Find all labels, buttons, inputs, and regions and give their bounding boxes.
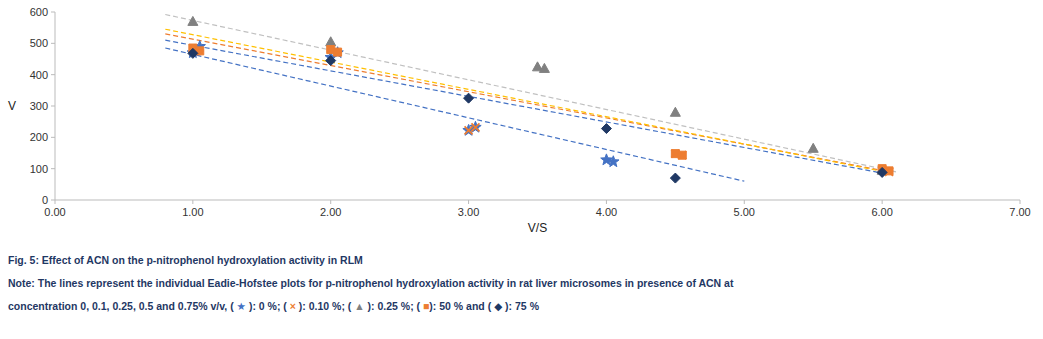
y-tick <box>51 74 55 75</box>
point <box>188 48 198 58</box>
trend-line <box>165 15 896 172</box>
y-tick-label: 0 <box>42 194 48 206</box>
x-tick-label: 6.00 <box>871 206 892 218</box>
x-tick <box>744 200 745 204</box>
x-tick <box>606 200 607 204</box>
point <box>678 151 686 159</box>
y-tick <box>51 137 55 138</box>
plot-area <box>165 15 896 184</box>
x-tick <box>1020 200 1021 204</box>
x-tick-label: 5.00 <box>734 206 755 218</box>
point <box>601 124 611 134</box>
note-part: ): 75 % <box>502 300 539 312</box>
note: Note: The lines represent the individual… <box>8 277 734 289</box>
x-axis-label: V/S <box>528 221 547 235</box>
point <box>464 93 474 103</box>
y-tick <box>51 12 55 13</box>
point <box>188 16 198 25</box>
trend-line <box>165 48 744 181</box>
y-tick <box>51 200 55 201</box>
y-tick <box>51 43 55 44</box>
point <box>808 143 818 152</box>
point <box>326 37 336 46</box>
y-tick-label: 600 <box>30 6 48 18</box>
note-part: concentration 0, 0.1, 0.25, 0.5 and 0.75… <box>8 300 237 312</box>
point <box>877 167 887 177</box>
x-tick-label: 1.00 <box>182 206 203 218</box>
y-axis-label: V <box>8 99 16 113</box>
x-tick <box>468 200 469 204</box>
note-part: ): 0.25 %; ( <box>365 300 423 312</box>
note-part: ▲ <box>354 300 364 312</box>
point <box>670 173 680 183</box>
trend-line <box>165 29 889 173</box>
point <box>678 151 686 159</box>
point <box>332 47 343 58</box>
note-part: ): 50 % and ( <box>429 300 494 312</box>
trend-line <box>165 40 889 174</box>
note-part: ): 0 %; ( <box>246 300 290 312</box>
y-tick <box>51 106 55 107</box>
y-tick-label: 400 <box>30 69 48 81</box>
x-tick <box>882 200 883 204</box>
x-tick-label: 3.00 <box>458 206 479 218</box>
point <box>608 156 619 167</box>
x-tick <box>55 200 56 204</box>
note-part: ★ <box>237 300 246 312</box>
chart: 0.00 1.00 2.00 3.00 4.00 5.00 6.00 7.00 0 100 200 3… <box>0 0 1043 339</box>
y-tick-label: 100 <box>30 163 48 175</box>
note-part: ): 0.10 %; ( <box>296 300 354 312</box>
x-tick <box>330 200 331 204</box>
point <box>539 63 549 72</box>
point <box>471 123 479 131</box>
x-tick-label: 7.00 <box>1009 206 1030 218</box>
y-tick-label: 200 <box>30 131 48 143</box>
point <box>334 48 342 56</box>
point <box>670 107 680 116</box>
figure-title: Fig. 5: Effect of ACN on the p-nitrophen… <box>8 254 363 266</box>
y-tick <box>51 168 55 169</box>
y-tick-label: 300 <box>30 100 48 112</box>
x-tick-label: 2.00 <box>320 206 341 218</box>
note-line: concentration 0, 0.1, 0.25, 0.5 and 0.75… <box>8 300 540 312</box>
y-tick-label: 500 <box>30 37 48 49</box>
x-axis <box>55 200 1020 201</box>
point <box>326 56 336 66</box>
x-tick-label: 4.00 <box>596 206 617 218</box>
x-tick <box>192 200 193 204</box>
x-tick-label: 0.00 <box>44 206 65 218</box>
